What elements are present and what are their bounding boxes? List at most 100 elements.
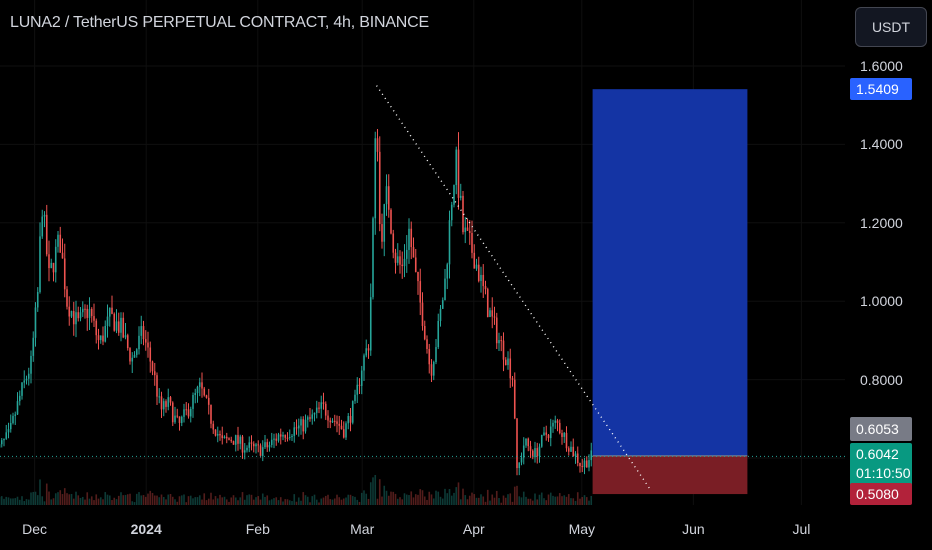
- volume-bar: [477, 497, 480, 505]
- candle-body: [419, 281, 422, 303]
- volume-bar: [228, 501, 230, 505]
- volume-bar: [291, 501, 293, 505]
- volume-bar: [549, 492, 552, 505]
- volume-bar: [556, 496, 559, 505]
- volume-bar: [369, 482, 372, 505]
- candle-body: [547, 434, 550, 439]
- candle-body: [338, 423, 341, 426]
- candle-body: [97, 335, 100, 341]
- candle-body: [144, 339, 147, 343]
- volume-bar: [196, 497, 199, 505]
- volume-bar: [45, 483, 48, 505]
- volume-bar: [484, 501, 487, 505]
- volume-bar: [417, 494, 419, 505]
- candle-body: [165, 401, 167, 407]
- candle-body: [36, 292, 39, 308]
- candle-body: [176, 415, 179, 417]
- volume-bar: [167, 494, 170, 505]
- candle-body: [201, 382, 203, 389]
- volume-bar: [97, 498, 100, 505]
- candle-body: [7, 429, 10, 433]
- candle-body: [318, 407, 320, 409]
- volume-bar: [401, 499, 404, 505]
- volume-bar: [331, 499, 334, 505]
- volume-bar: [178, 496, 181, 505]
- volume-bar: [183, 494, 185, 505]
- volume-bar: [306, 496, 309, 505]
- price-tick-label: 1.6000: [860, 58, 903, 74]
- candle-body: [68, 306, 71, 317]
- candle-body: [300, 419, 302, 426]
- time-tick-label: Mar: [350, 521, 375, 537]
- candle-body: [111, 307, 113, 314]
- volume-bar: [147, 493, 149, 505]
- candle-body: [579, 463, 581, 467]
- long-position-tool[interactable]: [592, 89, 748, 495]
- candle-body: [252, 443, 255, 447]
- volume-bar: [192, 498, 194, 505]
- volume-bar: [527, 498, 530, 505]
- candle-body: [219, 433, 221, 436]
- chart-title: LUNA2 / TetherUS PERPETUAL CONTRACT, 4h,…: [10, 14, 429, 31]
- candle-body: [140, 326, 143, 336]
- candle-body: [482, 274, 485, 287]
- candle-body: [27, 373, 30, 379]
- candle-body: [347, 416, 350, 424]
- volume-bar: [75, 491, 77, 505]
- volume-bar: [39, 479, 41, 505]
- volume-bar: [257, 496, 260, 505]
- candle-body: [158, 396, 161, 398]
- volume-bar: [516, 485, 518, 505]
- time-tick-label: Feb: [245, 521, 270, 537]
- candle-body: [90, 308, 93, 317]
- candle-body: [30, 355, 32, 374]
- candle-body: [50, 262, 53, 269]
- volume-bar: [108, 495, 111, 505]
- candle-body: [75, 312, 77, 325]
- candle-body: [108, 307, 111, 317]
- candle-body: [286, 437, 289, 439]
- volume-bar: [378, 479, 381, 505]
- currency-selector-button[interactable]: USDT: [855, 7, 927, 47]
- volume-bar: [554, 496, 557, 505]
- volume-bar: [565, 496, 568, 505]
- volume-bar: [194, 497, 197, 505]
- volume-bar: [169, 493, 172, 505]
- volume-bar: [392, 491, 395, 505]
- candle-body: [239, 436, 242, 444]
- volume-bar: [113, 497, 116, 505]
- candle-body: [315, 407, 318, 413]
- candle-body: [399, 256, 401, 265]
- volume-bar: [399, 497, 401, 505]
- candle-body: [392, 233, 395, 253]
- candle-body: [93, 316, 95, 321]
- candle-body: [545, 432, 548, 435]
- candle-body: [435, 347, 437, 363]
- volume-bar: [387, 495, 390, 505]
- candle-body: [183, 409, 185, 417]
- volume-bar: [174, 499, 176, 505]
- candle-body: [48, 254, 50, 269]
- volume-bar: [349, 494, 352, 505]
- candle-body: [77, 312, 80, 319]
- volume-bar: [120, 492, 122, 505]
- volume-bar: [57, 492, 59, 505]
- candle-body: [464, 227, 467, 233]
- volume-bar: [212, 499, 215, 505]
- volume-bar: [246, 495, 248, 505]
- candle-body: [106, 316, 109, 326]
- candle-body: [153, 371, 156, 376]
- volume-bar: [252, 499, 255, 505]
- candle-body: [570, 446, 572, 452]
- volume-bar: [239, 497, 242, 505]
- candle-body: [5, 432, 8, 439]
- candle-body: [167, 397, 170, 407]
- chart-overlays: [0, 85, 845, 490]
- candle-body: [365, 348, 368, 356]
- entry-price-badge: 0.6053: [850, 416, 912, 441]
- volume-bar: [408, 495, 410, 505]
- candle-body: [480, 274, 482, 281]
- volume-bar: [448, 489, 451, 505]
- volume-bar: [502, 495, 505, 505]
